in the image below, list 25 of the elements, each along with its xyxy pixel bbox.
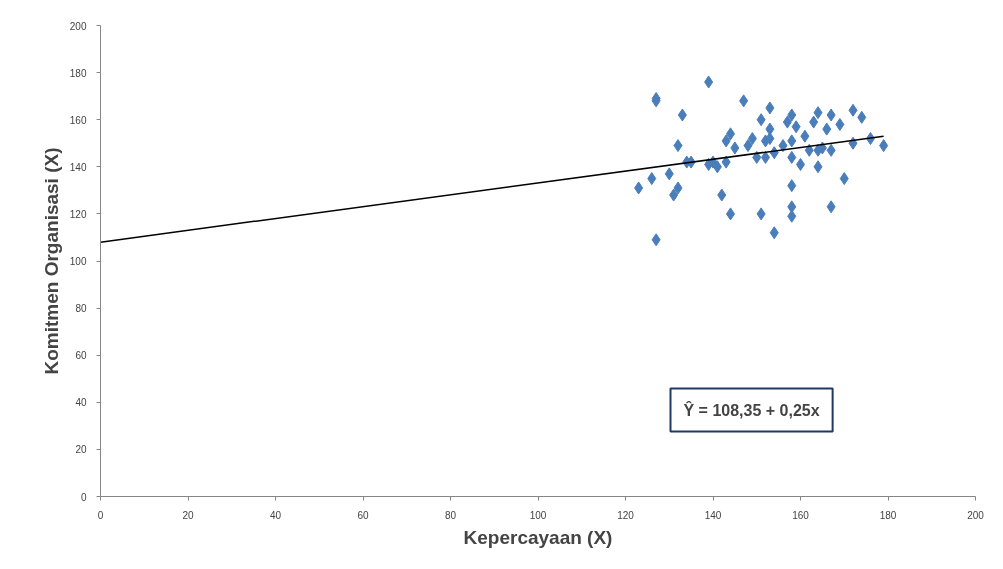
y-tick-label: 180 [69,67,87,79]
y-tick-label: 40 [75,397,87,409]
x-tick-label: 80 [444,509,457,521]
y-tick-label: 120 [69,208,87,220]
x-tick-label: 140 [704,509,722,521]
x-tick-label: 20 [182,509,194,521]
x-axis-title: Kepercayaan (X) [463,526,613,548]
x-tick-label: 60 [357,509,369,521]
x-tick-label: 120 [617,509,635,521]
x-tick-label: 40 [269,509,282,521]
y-tick-label: 160 [69,114,87,126]
y-tick-label: 20 [75,444,87,456]
x-tick-label: 100 [529,509,547,521]
x-tick-label: 180 [879,509,897,521]
x-tick-label: 200 [967,509,985,521]
y-tick-label: 140 [69,161,87,173]
y-tick-label: 0 [80,491,87,503]
y-tick-label: 60 [75,350,87,362]
y-tick-label: 200 [69,20,87,32]
x-tick-label: 0 [97,509,104,521]
y-tick-label: 100 [69,256,87,267]
annotation: Ŷ = 108,35 + 0,25x [683,400,820,419]
y-axis-title: Komitmen Organisasi (X) [40,147,62,375]
y-tick-label: 80 [75,303,87,315]
x-tick-label: 160 [792,509,810,521]
